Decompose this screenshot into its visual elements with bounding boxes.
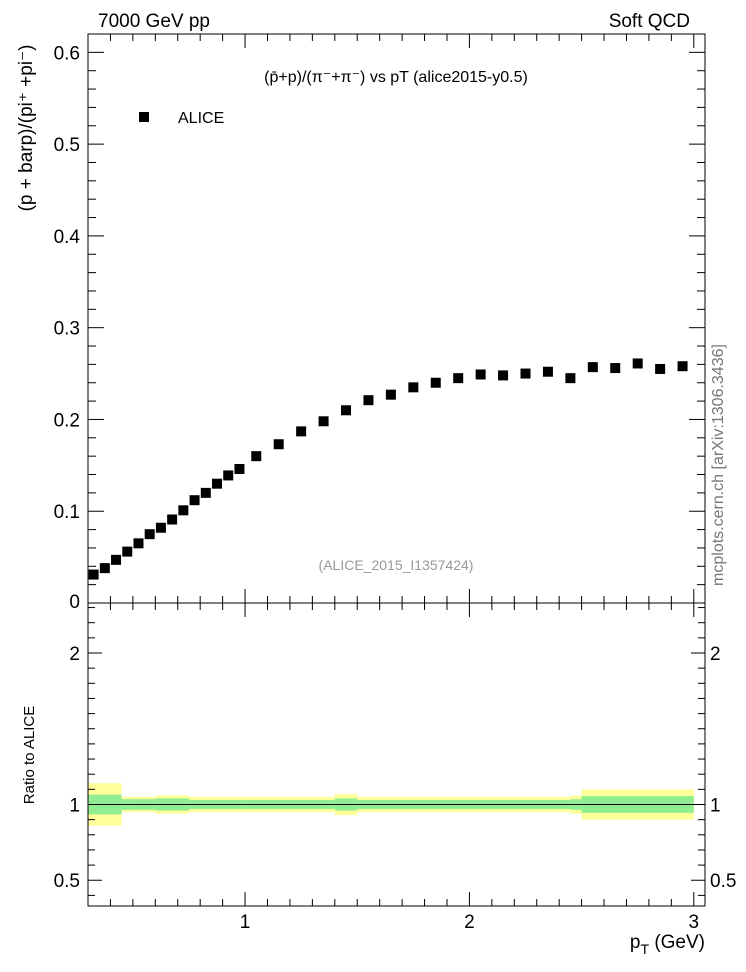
data-point [273, 439, 284, 450]
main-y-tick-label: 0.2 [54, 410, 80, 431]
ratio-y-tick-label-right: 1 [710, 795, 721, 816]
ratio-y-tick-label: 1 [69, 795, 80, 816]
side-label: mcplots.cern.ch [arXiv:1306.3436] [710, 344, 727, 586]
main-y-tick-label: 0.6 [54, 43, 80, 64]
x-tick-label: 1 [240, 912, 251, 933]
x-tick-label: 2 [464, 912, 475, 933]
data-point [122, 546, 133, 557]
data-point [167, 514, 178, 525]
ratio-y-tick-label: 0.5 [54, 871, 80, 892]
main-y-tick-labels: 0 0.1 0.2 0.3 0.4 0.5 0.6 [54, 43, 81, 613]
data-point [542, 366, 553, 377]
ratio-axis-ticks [87, 603, 705, 906]
ratio-y-tick-labels: 0.5 0.5 1 1 2 2 [54, 644, 737, 892]
data-point [178, 505, 189, 516]
data-point [408, 382, 419, 393]
data-point [610, 363, 621, 374]
x-axis-label: pT (GeV) [630, 932, 705, 957]
x-tick-labels: 1 2 3 [240, 912, 699, 933]
data-point [677, 361, 688, 372]
data-markers [88, 358, 688, 580]
ratio-y-axis-label: Ratio to ALICE [21, 706, 38, 804]
main-y-tick-label: 0.1 [54, 502, 80, 523]
main-title: (p̄+p)/(π⁻+π⁻) vs pT (alice2015-y0.5) [264, 69, 528, 86]
ratio-y-tick-label-right: 0.5 [710, 871, 736, 892]
data-point [430, 377, 441, 388]
ratio-y-tick-label-right: 2 [710, 644, 721, 665]
main-y-tick-label: 0.5 [54, 135, 80, 156]
data-point [251, 451, 262, 462]
data-point [234, 464, 245, 475]
legend-marker [139, 112, 149, 122]
data-point [144, 529, 155, 540]
data-point [632, 358, 643, 369]
x-axis-label-unit: (GeV) [649, 932, 705, 953]
data-point [296, 426, 307, 437]
data-point [498, 370, 509, 381]
data-point [133, 538, 144, 549]
data-point [475, 369, 486, 380]
ratio-y-tick-label: 2 [69, 644, 80, 665]
data-point [99, 563, 110, 574]
ratio-panel: 0.5 0.5 1 1 2 2 1 2 3 Ratio to ALICE pT (GeV) [21, 602, 737, 957]
main-y-tick-label: 0.4 [54, 227, 81, 248]
data-point [363, 395, 374, 406]
data-point [189, 495, 200, 506]
data-point [223, 470, 234, 481]
legend-label: ALICE [178, 110, 224, 127]
main-y-tick-label: 0.3 [54, 319, 80, 340]
main-axis-ticks [87, 33, 705, 604]
data-point [88, 569, 99, 580]
data-point [453, 373, 464, 384]
data-point [520, 368, 531, 379]
x-tick-label: 3 [688, 912, 699, 933]
ratio-plot-frame [87, 602, 706, 907]
main-y-tick-label: 0 [69, 592, 80, 613]
data-point [212, 478, 223, 489]
data-point [587, 362, 598, 373]
header-left: 7000 GeV pp [98, 11, 210, 32]
x-axis-label-sub: T [640, 941, 649, 957]
data-point [565, 373, 576, 384]
main-panel: 0 0.1 0.2 0.3 0.4 0.5 0.6 (p + barp)/(pi⁺ +pi⁻… [16, 33, 706, 613]
data-point [341, 405, 352, 416]
data-point [318, 416, 329, 427]
data-point [200, 487, 211, 498]
data-point [111, 554, 122, 565]
data-point [155, 522, 166, 533]
x-axis-label-p: p [630, 932, 641, 953]
reference-label: (ALICE_2015_I1357424) [319, 557, 474, 573]
data-point [655, 363, 666, 374]
main-y-axis-label: (p + barp)/(pi⁺ +pi⁻) [16, 45, 37, 212]
header-right: Soft QCD [609, 11, 690, 32]
data-point [385, 389, 396, 400]
